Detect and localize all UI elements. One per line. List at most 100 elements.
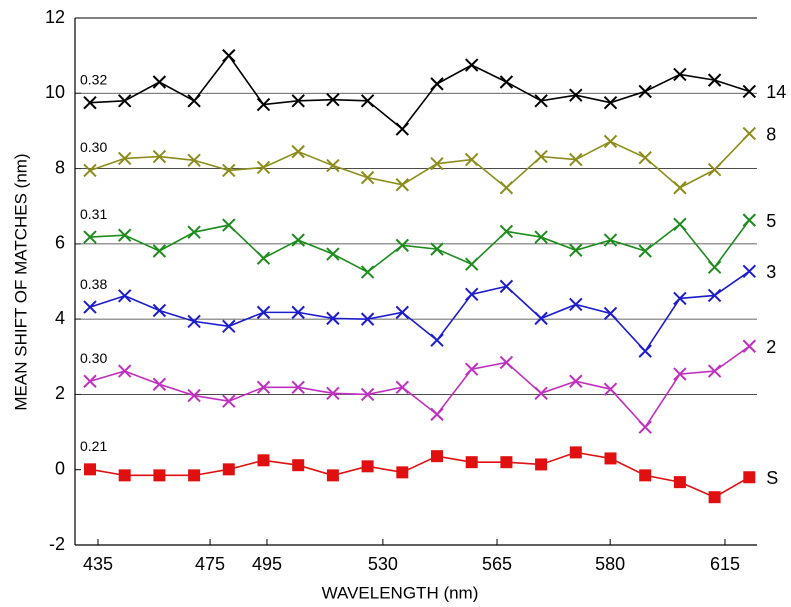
marker — [603, 306, 618, 321]
series-line — [89, 219, 750, 274]
series-annotation: 0.30 — [80, 139, 107, 155]
marker — [326, 92, 340, 107]
marker — [603, 95, 618, 110]
marker — [499, 355, 514, 370]
marker — [534, 149, 548, 164]
marker — [742, 126, 757, 141]
y-tick-label: 6 — [55, 233, 65, 253]
marker — [360, 170, 375, 185]
series-annotation: 0.31 — [80, 206, 107, 222]
marker — [638, 84, 652, 99]
series-label: 14 — [766, 82, 786, 102]
x-tick-label: 565 — [482, 554, 512, 574]
series-label: 3 — [766, 262, 776, 282]
marker — [257, 454, 270, 467]
marker — [673, 181, 687, 195]
marker — [222, 394, 236, 408]
marker — [707, 288, 722, 303]
marker — [117, 364, 132, 378]
marker — [152, 244, 167, 258]
marker — [569, 88, 583, 102]
marker — [464, 287, 479, 302]
marker — [464, 257, 479, 271]
marker — [153, 469, 166, 482]
y-tick-label: -2 — [49, 534, 65, 554]
marker — [291, 305, 305, 320]
marker — [360, 94, 375, 108]
marker — [83, 230, 97, 244]
marker — [569, 374, 583, 388]
marker — [535, 458, 548, 471]
marker — [118, 469, 131, 482]
series-label: 2 — [766, 337, 776, 357]
marker — [84, 463, 96, 476]
marker — [152, 75, 167, 89]
marker — [152, 303, 167, 318]
series-line — [89, 54, 750, 131]
marker — [707, 162, 722, 177]
y-tick-label: 0 — [55, 458, 65, 478]
marker — [117, 289, 132, 303]
marker — [222, 48, 236, 63]
marker — [117, 228, 132, 242]
series-line — [89, 133, 750, 189]
marker — [326, 386, 340, 401]
marker — [534, 311, 548, 326]
marker — [638, 244, 652, 258]
y-tick-label: 2 — [55, 383, 65, 403]
marker — [395, 238, 410, 253]
x-tick-label: 580 — [595, 554, 625, 574]
marker — [569, 243, 583, 257]
y-tick-label: 4 — [55, 308, 65, 328]
series-line — [89, 270, 750, 353]
marker — [326, 247, 340, 261]
series-label: 5 — [766, 211, 776, 231]
marker — [222, 463, 235, 476]
marker — [707, 364, 722, 378]
marker — [673, 476, 686, 489]
marker — [673, 367, 687, 381]
marker — [395, 122, 410, 136]
marker — [742, 84, 757, 99]
marker — [395, 178, 410, 192]
marker — [464, 58, 479, 72]
marker — [256, 305, 271, 320]
marker — [639, 469, 652, 482]
marker — [222, 319, 236, 334]
marker — [291, 144, 305, 159]
marker — [361, 460, 374, 473]
y-tick-label: 8 — [55, 157, 65, 177]
y-tick-label: 10 — [45, 82, 65, 102]
marker — [742, 264, 757, 279]
marker — [187, 314, 201, 329]
marker — [256, 97, 271, 112]
series-annotation: 0.30 — [80, 350, 107, 366]
marker — [603, 382, 618, 396]
marker — [430, 77, 444, 91]
marker — [326, 311, 340, 326]
marker — [500, 456, 513, 469]
marker — [117, 94, 132, 108]
marker — [117, 151, 132, 166]
marker — [256, 251, 271, 265]
marker — [604, 452, 617, 465]
marker — [673, 67, 687, 82]
marker — [360, 312, 375, 326]
marker — [707, 73, 722, 87]
marker — [742, 213, 757, 227]
marker — [83, 374, 97, 388]
marker — [83, 95, 97, 110]
x-tick-label: 530 — [368, 554, 398, 574]
series-annotation: 0.38 — [80, 276, 107, 292]
marker — [256, 160, 271, 175]
marker — [673, 217, 687, 231]
marker — [638, 344, 652, 358]
marker — [430, 242, 444, 256]
marker — [187, 388, 201, 403]
marker — [499, 279, 514, 294]
marker — [638, 150, 652, 165]
marker — [499, 181, 514, 195]
marker — [222, 218, 236, 232]
marker — [464, 362, 479, 376]
